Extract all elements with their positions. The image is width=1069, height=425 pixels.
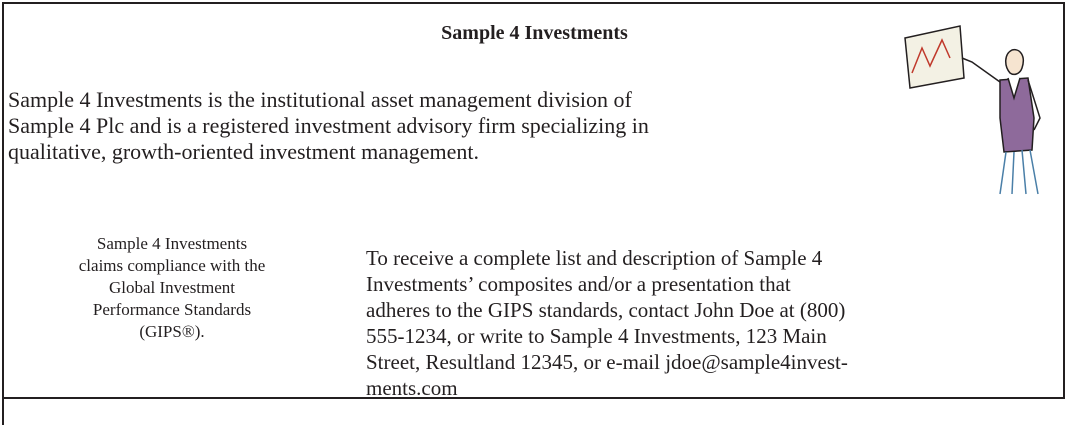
text-line: To receive a complete list and descripti… (366, 245, 848, 271)
presenter-clipart (900, 18, 1060, 198)
text-line: qualitative, growth-oriented investment … (8, 139, 649, 165)
text-line: ments.com (366, 375, 848, 401)
text-line: Sample 4 Investments is the institutiona… (8, 87, 649, 113)
page: Sample 4 Investments Sample 4 Investment… (0, 0, 1069, 425)
intro: Sample 4 Investments is the institutiona… (8, 87, 649, 165)
text-line: Street, Resultland 12345, or e-mail jdoe… (366, 349, 848, 375)
text-line: Global Investment (60, 277, 284, 299)
frame-edge (2, 398, 4, 425)
text-line: 555-1234, or write to Sample 4 Investmen… (366, 323, 848, 349)
text-line: Performance Standards (60, 299, 284, 321)
text-line: (GIPS®). (60, 321, 284, 343)
text-line: Investments’ composites and/or a present… (366, 271, 848, 297)
text-line: Sample 4 Investments (60, 233, 284, 255)
text-line: Sample 4 Plc and is a registered investm… (8, 113, 649, 139)
text-line: claims compliance with the (60, 255, 284, 277)
text-line: adheres to the GIPS standards, contact J… (366, 297, 848, 323)
contact-info: To receive a complete list and descripti… (366, 245, 848, 401)
